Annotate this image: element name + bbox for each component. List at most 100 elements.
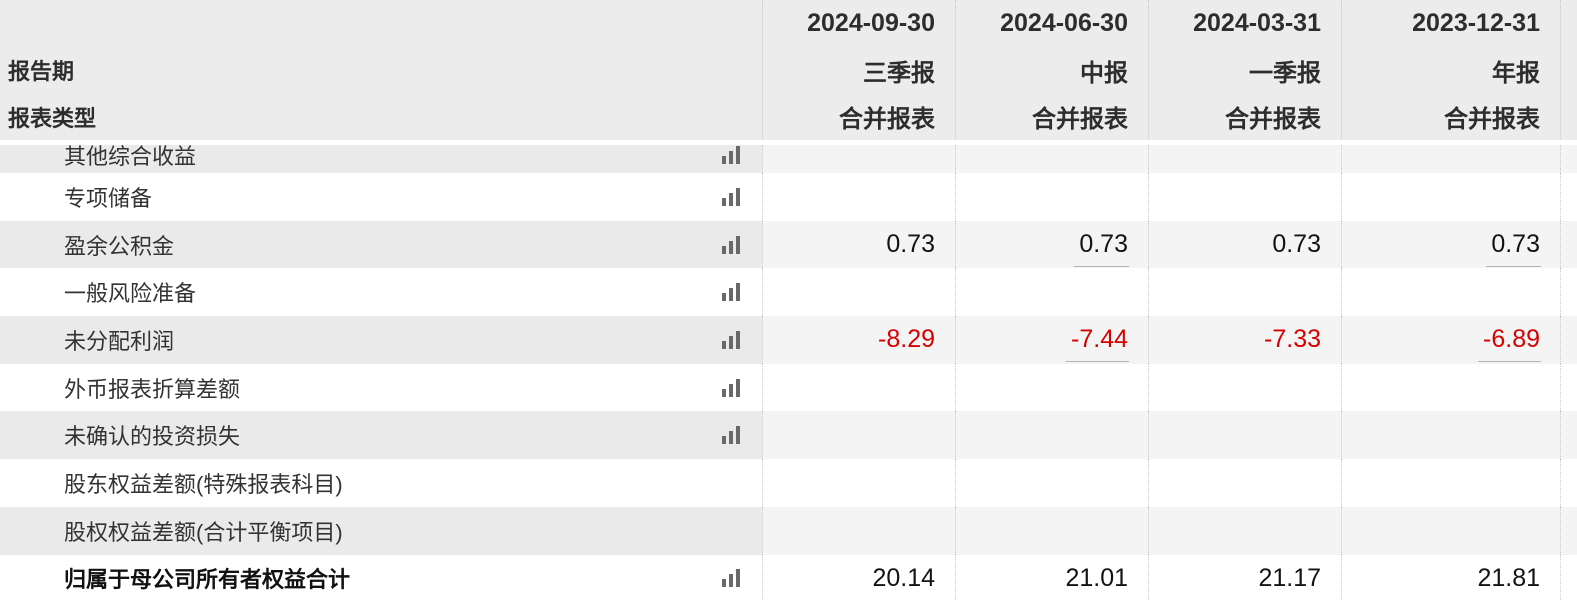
value-cell: -8.29 <box>762 316 955 364</box>
column-header-2024-06-30: 2024-06-30 中报 合并报表 <box>955 0 1148 140</box>
bar-chart-icon[interactable] <box>722 146 740 164</box>
column-report-type: 合并报表 <box>839 106 935 134</box>
cell-value: 21.81 <box>1477 563 1540 592</box>
table-row: 股权权益差额(合计平衡项目) <box>0 506 1577 555</box>
bar-chart-icon[interactable] <box>722 283 740 302</box>
value-cell <box>955 411 1148 460</box>
value-cell <box>1341 459 1560 507</box>
column-header-2024-03-31: 2024-03-31 一季报 合并报表 <box>1148 0 1341 140</box>
value-cell <box>1148 145 1341 173</box>
column-period: 中报 <box>1080 59 1128 87</box>
cell-value[interactable]: 0.73 <box>1486 230 1541 268</box>
value-cell: -7.44 <box>955 316 1148 364</box>
header-label-report-period: 报告期 <box>8 58 75 84</box>
value-cell <box>762 268 955 317</box>
column-date: 2024-09-30 <box>807 8 935 37</box>
value-cell <box>955 268 1148 317</box>
table-row: 专项储备 <box>0 173 1577 221</box>
cell-value: 0.73 <box>1272 230 1321 259</box>
row-label: 盈余公积金 <box>64 233 175 259</box>
table-edge <box>1560 316 1577 364</box>
value-cell: 0.73 <box>1148 220 1341 269</box>
header-label-report-type: 报表类型 <box>8 105 97 131</box>
bar-chart-icon[interactable] <box>722 569 740 588</box>
table-edge <box>1560 411 1577 460</box>
cell-value: 21.01 <box>1065 563 1128 592</box>
table-edge <box>1560 173 1577 221</box>
row-label: 股权权益差额(合计平衡项目) <box>64 519 343 545</box>
value-cell <box>955 459 1148 507</box>
value-cell <box>1148 506 1341 555</box>
cell-value: 20.14 <box>872 563 935 592</box>
value-cell: 0.73 <box>762 220 955 269</box>
row-label-cell: 未确认的投资损失 <box>0 411 762 460</box>
table-row: 未确认的投资损失 <box>0 411 1577 460</box>
row-label-cell: 股东权益差额(特殊报表科目) <box>0 459 762 507</box>
value-cell <box>762 363 955 412</box>
cell-value: -7.33 <box>1264 325 1321 354</box>
value-cell: -6.89 <box>1341 316 1560 364</box>
value-cell: 0.73 <box>1341 220 1560 269</box>
bar-chart-icon[interactable] <box>722 330 740 349</box>
column-report-type: 合并报表 <box>1032 106 1128 134</box>
value-cell <box>1148 363 1341 412</box>
value-cell <box>955 173 1148 221</box>
row-label: 外币报表折算差额 <box>64 376 241 402</box>
column-header-2024-09-30: 2024-09-30 三季报 合并报表 <box>762 0 955 140</box>
value-cell: 21.01 <box>955 554 1148 601</box>
table-row: 盈余公积金 0.73 0.73 0.73 0.73 <box>0 220 1577 269</box>
row-label: 股东权益差额(特殊报表科目) <box>64 471 343 497</box>
value-cell: 21.81 <box>1341 554 1560 601</box>
row-label: 未确认的投资损失 <box>64 424 241 450</box>
value-cell <box>955 363 1148 412</box>
value-cell: 21.17 <box>1148 554 1341 601</box>
cell-value[interactable]: 0.73 <box>1074 230 1129 268</box>
bar-chart-icon[interactable] <box>722 426 740 445</box>
bar-chart-icon[interactable] <box>722 235 740 254</box>
table-row: 其他综合收益 <box>0 145 1577 173</box>
column-header-2023-12-31: 2023-12-31 年报 合并报表 <box>1341 0 1560 140</box>
table-edge <box>1560 145 1577 173</box>
column-date: 2024-06-30 <box>1000 8 1128 37</box>
column-period: 一季报 <box>1249 59 1321 87</box>
value-cell <box>762 411 955 460</box>
row-label-cell: 一般风险准备 <box>0 268 762 316</box>
value-cell <box>1148 411 1341 460</box>
bar-chart-icon[interactable] <box>722 378 740 397</box>
table-row: 一般风险准备 <box>0 268 1577 317</box>
value-cell <box>1341 411 1560 460</box>
value-cell: -7.33 <box>1148 316 1341 364</box>
row-label: 其他综合收益 <box>64 145 197 169</box>
row-label: 专项储备 <box>64 185 153 211</box>
cell-value[interactable]: -6.89 <box>1478 325 1541 363</box>
row-label-cell: 其他综合收益 <box>0 145 762 173</box>
value-cell <box>955 506 1148 555</box>
row-label-cell: 未分配利润 <box>0 316 762 364</box>
value-cell <box>762 459 955 507</box>
table-row: 归属于母公司所有者权益合计 20.14 21.01 21.17 21.81 <box>0 554 1577 601</box>
value-cell <box>1148 268 1341 317</box>
value-cell <box>1148 459 1341 507</box>
table-edge <box>1560 506 1577 555</box>
cell-value: 21.17 <box>1258 563 1321 592</box>
row-label: 未分配利润 <box>64 328 175 354</box>
value-cell <box>1148 173 1341 221</box>
row-label: 归属于母公司所有者权益合计 <box>64 567 351 593</box>
bar-chart-icon[interactable] <box>722 187 740 206</box>
column-date: 2024-03-31 <box>1193 8 1321 37</box>
row-label-cell: 专项储备 <box>0 173 762 221</box>
row-label-cell: 股权权益差额(合计平衡项目) <box>0 506 762 555</box>
column-period: 三季报 <box>863 59 935 87</box>
column-report-type: 合并报表 <box>1225 106 1321 134</box>
column-date: 2023-12-31 <box>1412 8 1540 37</box>
cell-value: 0.73 <box>886 230 935 259</box>
cell-value[interactable]: -7.44 <box>1066 325 1129 363</box>
value-cell <box>1341 268 1560 317</box>
column-period: 年报 <box>1492 59 1540 87</box>
table-edge <box>1560 459 1577 507</box>
table-row: 股东权益差额(特殊报表科目) <box>0 459 1577 507</box>
table-edge <box>1560 0 1577 140</box>
table-row: 外币报表折算差额 <box>0 363 1577 412</box>
table-edge <box>1560 268 1577 317</box>
value-cell <box>1341 506 1560 555</box>
